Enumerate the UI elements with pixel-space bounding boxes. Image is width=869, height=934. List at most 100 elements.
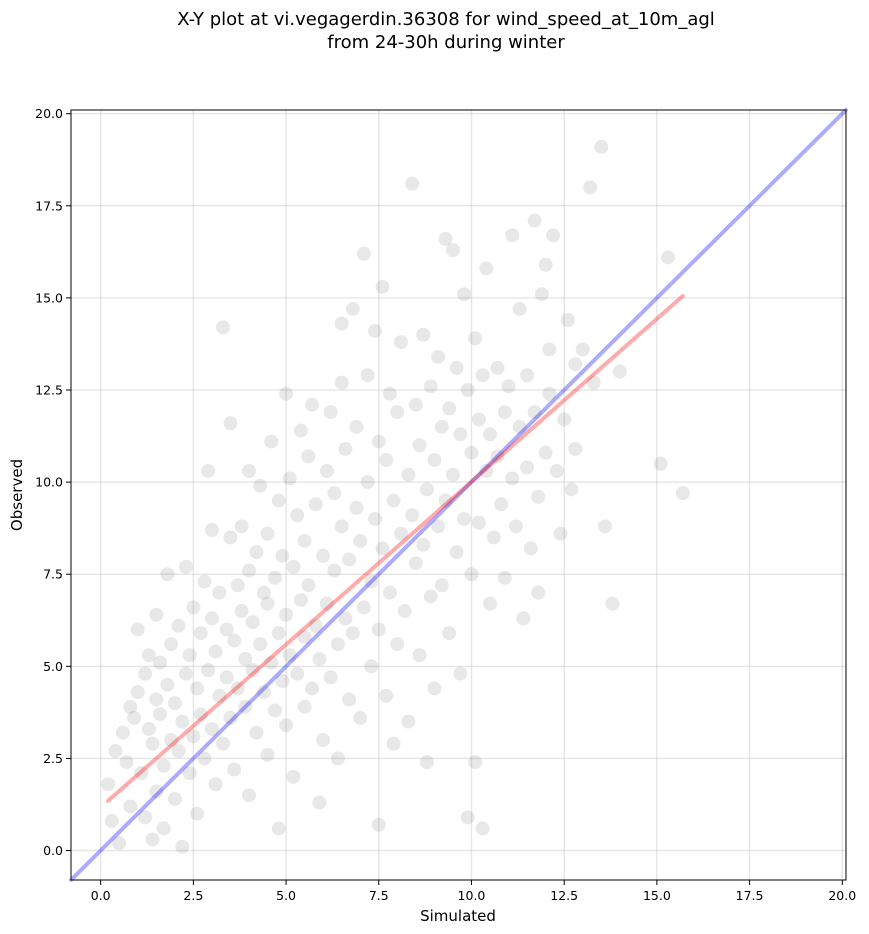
- data-point: [405, 508, 420, 523]
- data-point: [349, 419, 364, 434]
- data-point: [253, 478, 268, 493]
- data-point: [594, 139, 609, 154]
- data-point: [486, 530, 501, 545]
- data-point: [661, 250, 676, 265]
- y-tick-label: 2.5: [43, 751, 63, 766]
- data-point: [342, 692, 357, 707]
- data-point: [379, 688, 394, 703]
- data-point: [468, 331, 483, 346]
- data-point: [197, 574, 212, 589]
- data-point: [460, 383, 475, 397]
- data-point: [475, 821, 490, 836]
- data-point: [412, 438, 427, 453]
- data-point: [112, 836, 127, 851]
- data-point: [508, 519, 523, 534]
- data-point: [219, 622, 234, 637]
- x-tick-label: 10.0: [458, 888, 486, 903]
- data-point: [338, 441, 353, 456]
- data-point: [305, 681, 320, 696]
- data-point: [423, 379, 438, 394]
- data-point: [531, 585, 546, 600]
- data-point: [560, 313, 575, 327]
- data-point: [527, 213, 542, 228]
- data-point: [397, 604, 412, 619]
- data-point: [334, 375, 349, 390]
- data-point: [512, 419, 527, 434]
- data-point: [438, 493, 453, 508]
- data-point: [371, 434, 386, 449]
- data-point: [275, 674, 290, 689]
- data-point: [464, 567, 479, 582]
- data-point: [405, 176, 420, 191]
- data-point: [468, 755, 483, 770]
- y-tick-label: 15.0: [35, 290, 63, 305]
- data-point: [197, 751, 212, 766]
- data-point: [457, 287, 472, 302]
- data-point: [208, 777, 223, 792]
- data-point: [605, 596, 620, 611]
- data-point: [546, 228, 561, 243]
- data-point: [234, 604, 249, 619]
- data-point: [471, 412, 486, 427]
- data-point: [534, 287, 549, 302]
- data-point: [193, 626, 208, 641]
- data-point: [349, 500, 364, 515]
- data-point: [101, 777, 116, 792]
- data-point: [156, 821, 171, 836]
- data-point: [356, 600, 371, 615]
- data-point: [264, 434, 279, 449]
- data-point: [505, 228, 520, 243]
- data-point: [371, 817, 386, 832]
- data-point: [520, 368, 535, 383]
- data-point: [612, 364, 627, 379]
- data-point: [416, 537, 431, 552]
- data-point: [108, 744, 123, 759]
- data-point: [171, 618, 186, 633]
- data-point: [583, 180, 598, 195]
- data-point: [290, 508, 305, 523]
- data-point: [138, 810, 153, 825]
- data-point: [141, 721, 156, 736]
- data-point: [175, 714, 190, 729]
- data-point: [323, 670, 338, 685]
- data-point: [219, 670, 234, 685]
- data-point: [449, 545, 464, 560]
- data-point: [227, 633, 242, 648]
- data-point: [245, 663, 260, 677]
- data-point: [353, 710, 368, 725]
- data-point: [675, 486, 690, 501]
- data-point: [394, 526, 409, 541]
- data-point: [141, 648, 156, 663]
- data-points: [101, 139, 690, 854]
- data-point: [356, 246, 371, 261]
- data-point: [104, 814, 119, 829]
- data-point: [256, 685, 271, 700]
- data-point: [282, 648, 297, 663]
- data-point: [286, 559, 301, 574]
- data-point: [115, 725, 130, 740]
- data-point: [134, 766, 149, 781]
- data-point: [253, 637, 268, 652]
- data-point: [453, 427, 468, 442]
- data-point: [442, 401, 457, 416]
- data-point: [483, 427, 498, 442]
- data-point: [586, 375, 601, 390]
- data-point: [145, 832, 160, 847]
- data-point: [431, 519, 446, 534]
- data-point: [182, 766, 197, 781]
- data-point: [301, 449, 316, 464]
- data-point: [305, 397, 320, 412]
- data-point: [568, 441, 583, 456]
- y-axis-label: Observed: [8, 459, 26, 531]
- x-axis-label: Simulated: [420, 907, 496, 925]
- data-point: [330, 637, 345, 652]
- data-point: [553, 526, 568, 541]
- data-point: [301, 578, 316, 593]
- data-point: [505, 471, 520, 486]
- data-point: [149, 692, 164, 707]
- data-point: [249, 725, 264, 740]
- data-point: [330, 751, 345, 766]
- data-point: [138, 666, 153, 681]
- data-point: [464, 445, 479, 460]
- data-point: [230, 578, 245, 593]
